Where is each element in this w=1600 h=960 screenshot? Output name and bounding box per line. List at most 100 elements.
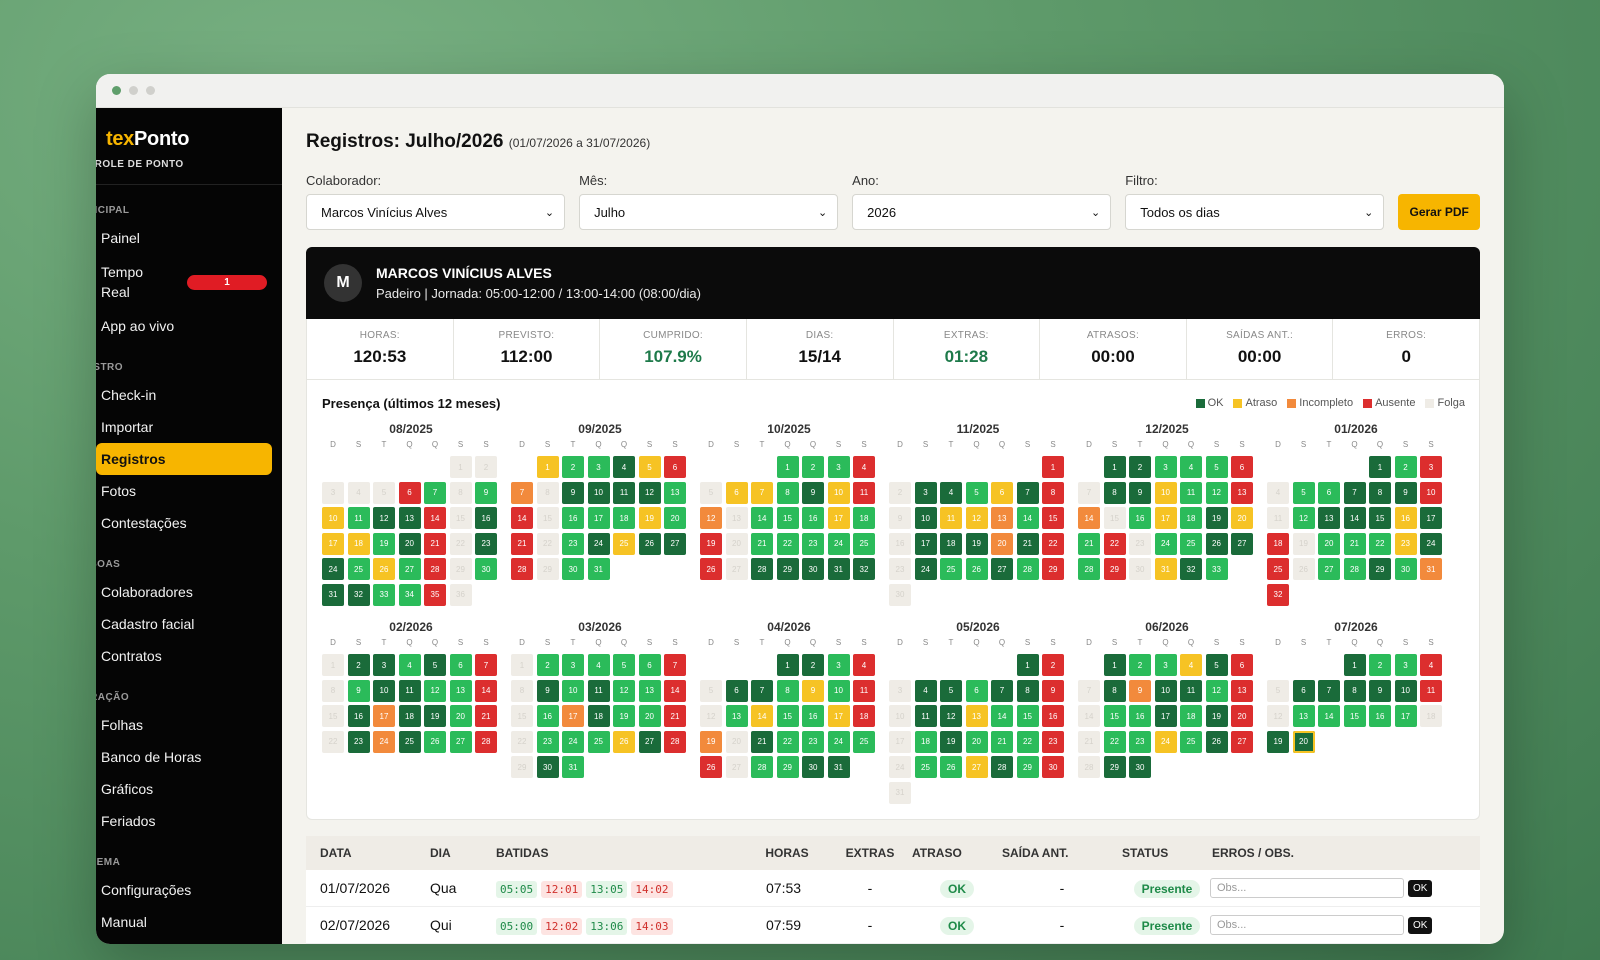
day-cell[interactable]: 19 (700, 532, 722, 555)
day-cell[interactable]: 6 (638, 654, 661, 676)
day-cell[interactable]: 4 (914, 679, 937, 702)
day-cell[interactable]: 8 (1042, 481, 1064, 504)
day-cell[interactable]: 10 (827, 679, 850, 702)
day-cell[interactable]: 16 (1042, 705, 1064, 727)
day-cell[interactable]: 12 (1205, 679, 1228, 702)
day-cell[interactable]: 9 (1369, 679, 1391, 702)
day-cell[interactable]: 18 (853, 507, 875, 529)
day-cell[interactable]: 27 (965, 756, 988, 778)
day-cell[interactable]: 28 (751, 558, 773, 580)
day-cell[interactable]: 16 (1369, 705, 1391, 727)
day-cell[interactable]: 26 (373, 558, 395, 580)
day-cell[interactable]: 9 (475, 481, 497, 504)
day-cell[interactable]: 25 (1267, 558, 1289, 580)
day-cell[interactable]: 29 (1369, 558, 1391, 580)
day-cell[interactable]: 5 (1267, 679, 1289, 702)
day-cell[interactable]: 20 (991, 532, 1013, 555)
day-cell[interactable]: 3 (562, 654, 584, 676)
day-cell[interactable]: 2 (536, 654, 559, 676)
day-cell[interactable]: 10 (587, 481, 610, 504)
day-cell[interactable]: 19 (1292, 532, 1315, 555)
day-cell[interactable]: 16 (802, 705, 824, 727)
day-cell[interactable]: 12 (1292, 507, 1315, 529)
day-cell[interactable]: 18 (1420, 705, 1442, 727)
day-cell[interactable]: 2 (889, 481, 911, 504)
day-cell[interactable]: 22 (776, 730, 799, 753)
day-cell[interactable]: 8 (1343, 679, 1366, 702)
day-cell[interactable]: 13 (965, 705, 988, 727)
day-cell[interactable]: 25 (853, 730, 875, 753)
day-cell[interactable]: 20 (638, 705, 661, 727)
day-cell[interactable]: 5 (638, 456, 661, 478)
day-cell[interactable]: 1 (1042, 456, 1064, 478)
day-cell[interactable]: 18 (1180, 507, 1202, 529)
column-header[interactable]: HORAS (765, 846, 809, 860)
colaborador-select[interactable]: Marcos Vinícius Alves ⌄ (306, 194, 566, 230)
day-cell[interactable]: 7 (751, 481, 773, 504)
day-cell[interactable]: 14 (751, 705, 773, 727)
day-cell[interactable]: 15 (322, 705, 344, 727)
day-cell[interactable]: 26 (1205, 730, 1228, 753)
day-cell[interactable]: 11 (914, 705, 937, 727)
day-cell[interactable]: 2 (1129, 654, 1151, 676)
day-cell[interactable]: 32 (1180, 558, 1202, 580)
day-cell[interactable]: 29 (1042, 558, 1064, 580)
brand-logo[interactable]: texPonto (96, 108, 282, 151)
day-cell[interactable]: 23 (1042, 730, 1064, 753)
day-cell[interactable]: 10 (562, 679, 584, 702)
day-cell[interactable]: 13 (449, 679, 472, 702)
day-cell[interactable]: 18 (613, 507, 635, 529)
day-cell[interactable]: 6 (1318, 481, 1340, 504)
day-cell[interactable]: 12 (700, 705, 722, 727)
day-cell[interactable]: 15 (1103, 507, 1126, 529)
day-cell[interactable]: 15 (511, 705, 533, 727)
day-cell[interactable]: 24 (373, 730, 395, 753)
day-cell[interactable]: 22 (511, 730, 533, 753)
day-cell[interactable]: 13 (1231, 679, 1253, 702)
day-cell[interactable]: 30 (802, 756, 824, 778)
day-cell[interactable]: 15 (449, 507, 472, 529)
day-cell[interactable]: 30 (1394, 558, 1417, 580)
day-cell[interactable]: 17 (1154, 705, 1177, 727)
day-cell[interactable]: 5 (424, 654, 446, 676)
day-cell[interactable]: 16 (562, 507, 584, 529)
day-cell[interactable]: 20 (725, 532, 748, 555)
day-cell[interactable]: 26 (700, 558, 722, 580)
day-cell[interactable]: 26 (700, 756, 722, 778)
day-cell[interactable]: 18 (940, 532, 962, 555)
day-cell[interactable]: 29 (776, 558, 799, 580)
day-cell[interactable]: 11 (1180, 679, 1202, 702)
day-cell[interactable]: 19 (373, 532, 395, 555)
day-cell[interactable]: 19 (1205, 507, 1228, 529)
day-cell[interactable]: 24 (1154, 730, 1177, 753)
day-cell[interactable]: 22 (1369, 532, 1391, 555)
day-cell[interactable]: 19 (1205, 705, 1228, 727)
day-cell[interactable]: 14 (664, 679, 686, 702)
day-cell[interactable]: 9 (347, 679, 370, 702)
sidebar-item[interactable]: Configurações (96, 874, 272, 906)
day-cell[interactable]: 4 (398, 654, 421, 676)
day-cell[interactable]: 21 (1343, 532, 1366, 555)
day-cell[interactable]: 28 (511, 558, 533, 580)
day-cell[interactable]: 11 (853, 679, 875, 702)
day-cell[interactable]: 12 (940, 705, 962, 727)
day-cell[interactable]: 5 (1292, 481, 1315, 504)
day-cell[interactable]: 10 (1420, 481, 1442, 504)
day-cell[interactable]: 20 (965, 730, 988, 753)
day-cell[interactable]: 3 (1154, 456, 1177, 478)
day-cell[interactable]: 18 (1180, 705, 1202, 727)
window-dot-close[interactable] (112, 86, 121, 95)
day-cell[interactable]: 17 (914, 532, 937, 555)
day-cell[interactable]: 18 (347, 532, 370, 555)
day-cell[interactable]: 29 (449, 558, 472, 580)
day-cell[interactable]: 21 (424, 532, 446, 555)
day-cell[interactable]: 11 (853, 481, 875, 504)
day-cell[interactable]: 20 (664, 507, 686, 529)
column-header[interactable]: ERROS / OBS. (1212, 846, 1295, 860)
day-cell[interactable]: 13 (1231, 481, 1253, 504)
day-cell[interactable]: 26 (424, 730, 446, 753)
day-cell[interactable]: 12 (638, 481, 661, 504)
day-cell[interactable]: 17 (827, 507, 850, 529)
day-cell[interactable]: 9 (889, 507, 911, 529)
day-cell[interactable]: 1 (1103, 654, 1126, 676)
